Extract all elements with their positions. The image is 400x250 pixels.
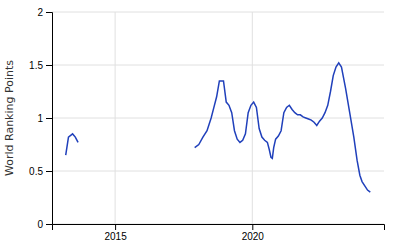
grid [52,12,384,224]
x-axis: 2015 2020 [53,224,385,242]
grid-line [52,118,384,119]
tick: 0 [37,219,52,230]
y-axis-title: World Ranking Points [3,60,16,176]
tick: 1 [37,113,52,124]
axis-line [46,13,53,225]
tick-label: 2 [37,7,43,18]
tick-mark [46,118,52,119]
tick-mark [46,171,52,172]
tick: 1.5 [29,60,52,71]
tick-label: 0.5 [29,166,43,177]
tick-mark [46,12,52,13]
lines [66,63,371,192]
tick-mark [46,65,52,66]
axis-line [53,225,385,231]
tick-label: 2015 [104,231,127,242]
tick-mark [46,224,52,225]
grid-line [52,12,384,13]
plot-area: 2015 2020 0 0.5 1 1.5 2 [29,7,384,242]
grid-line [52,171,384,172]
grid-line [115,12,116,224]
tick-mark [252,224,253,230]
tick: 2020 [242,224,265,242]
line [195,63,371,192]
grid-line [252,12,253,224]
tick: 2015 [104,224,127,242]
line [66,134,78,155]
grid-line [52,65,384,66]
chart: 2015 2020 0 0.5 1 1.5 2 World Ranking Points [0,0,400,250]
tick-mark [115,224,116,230]
tick: 0.5 [29,166,52,177]
tick-label: 1 [37,113,43,124]
tick-label: 2020 [242,231,265,242]
y-axis: 0 0.5 1 1.5 2 [29,7,52,230]
tick-label: 0 [37,219,43,230]
tick-label: 1.5 [29,60,43,71]
tick: 2 [37,7,52,18]
